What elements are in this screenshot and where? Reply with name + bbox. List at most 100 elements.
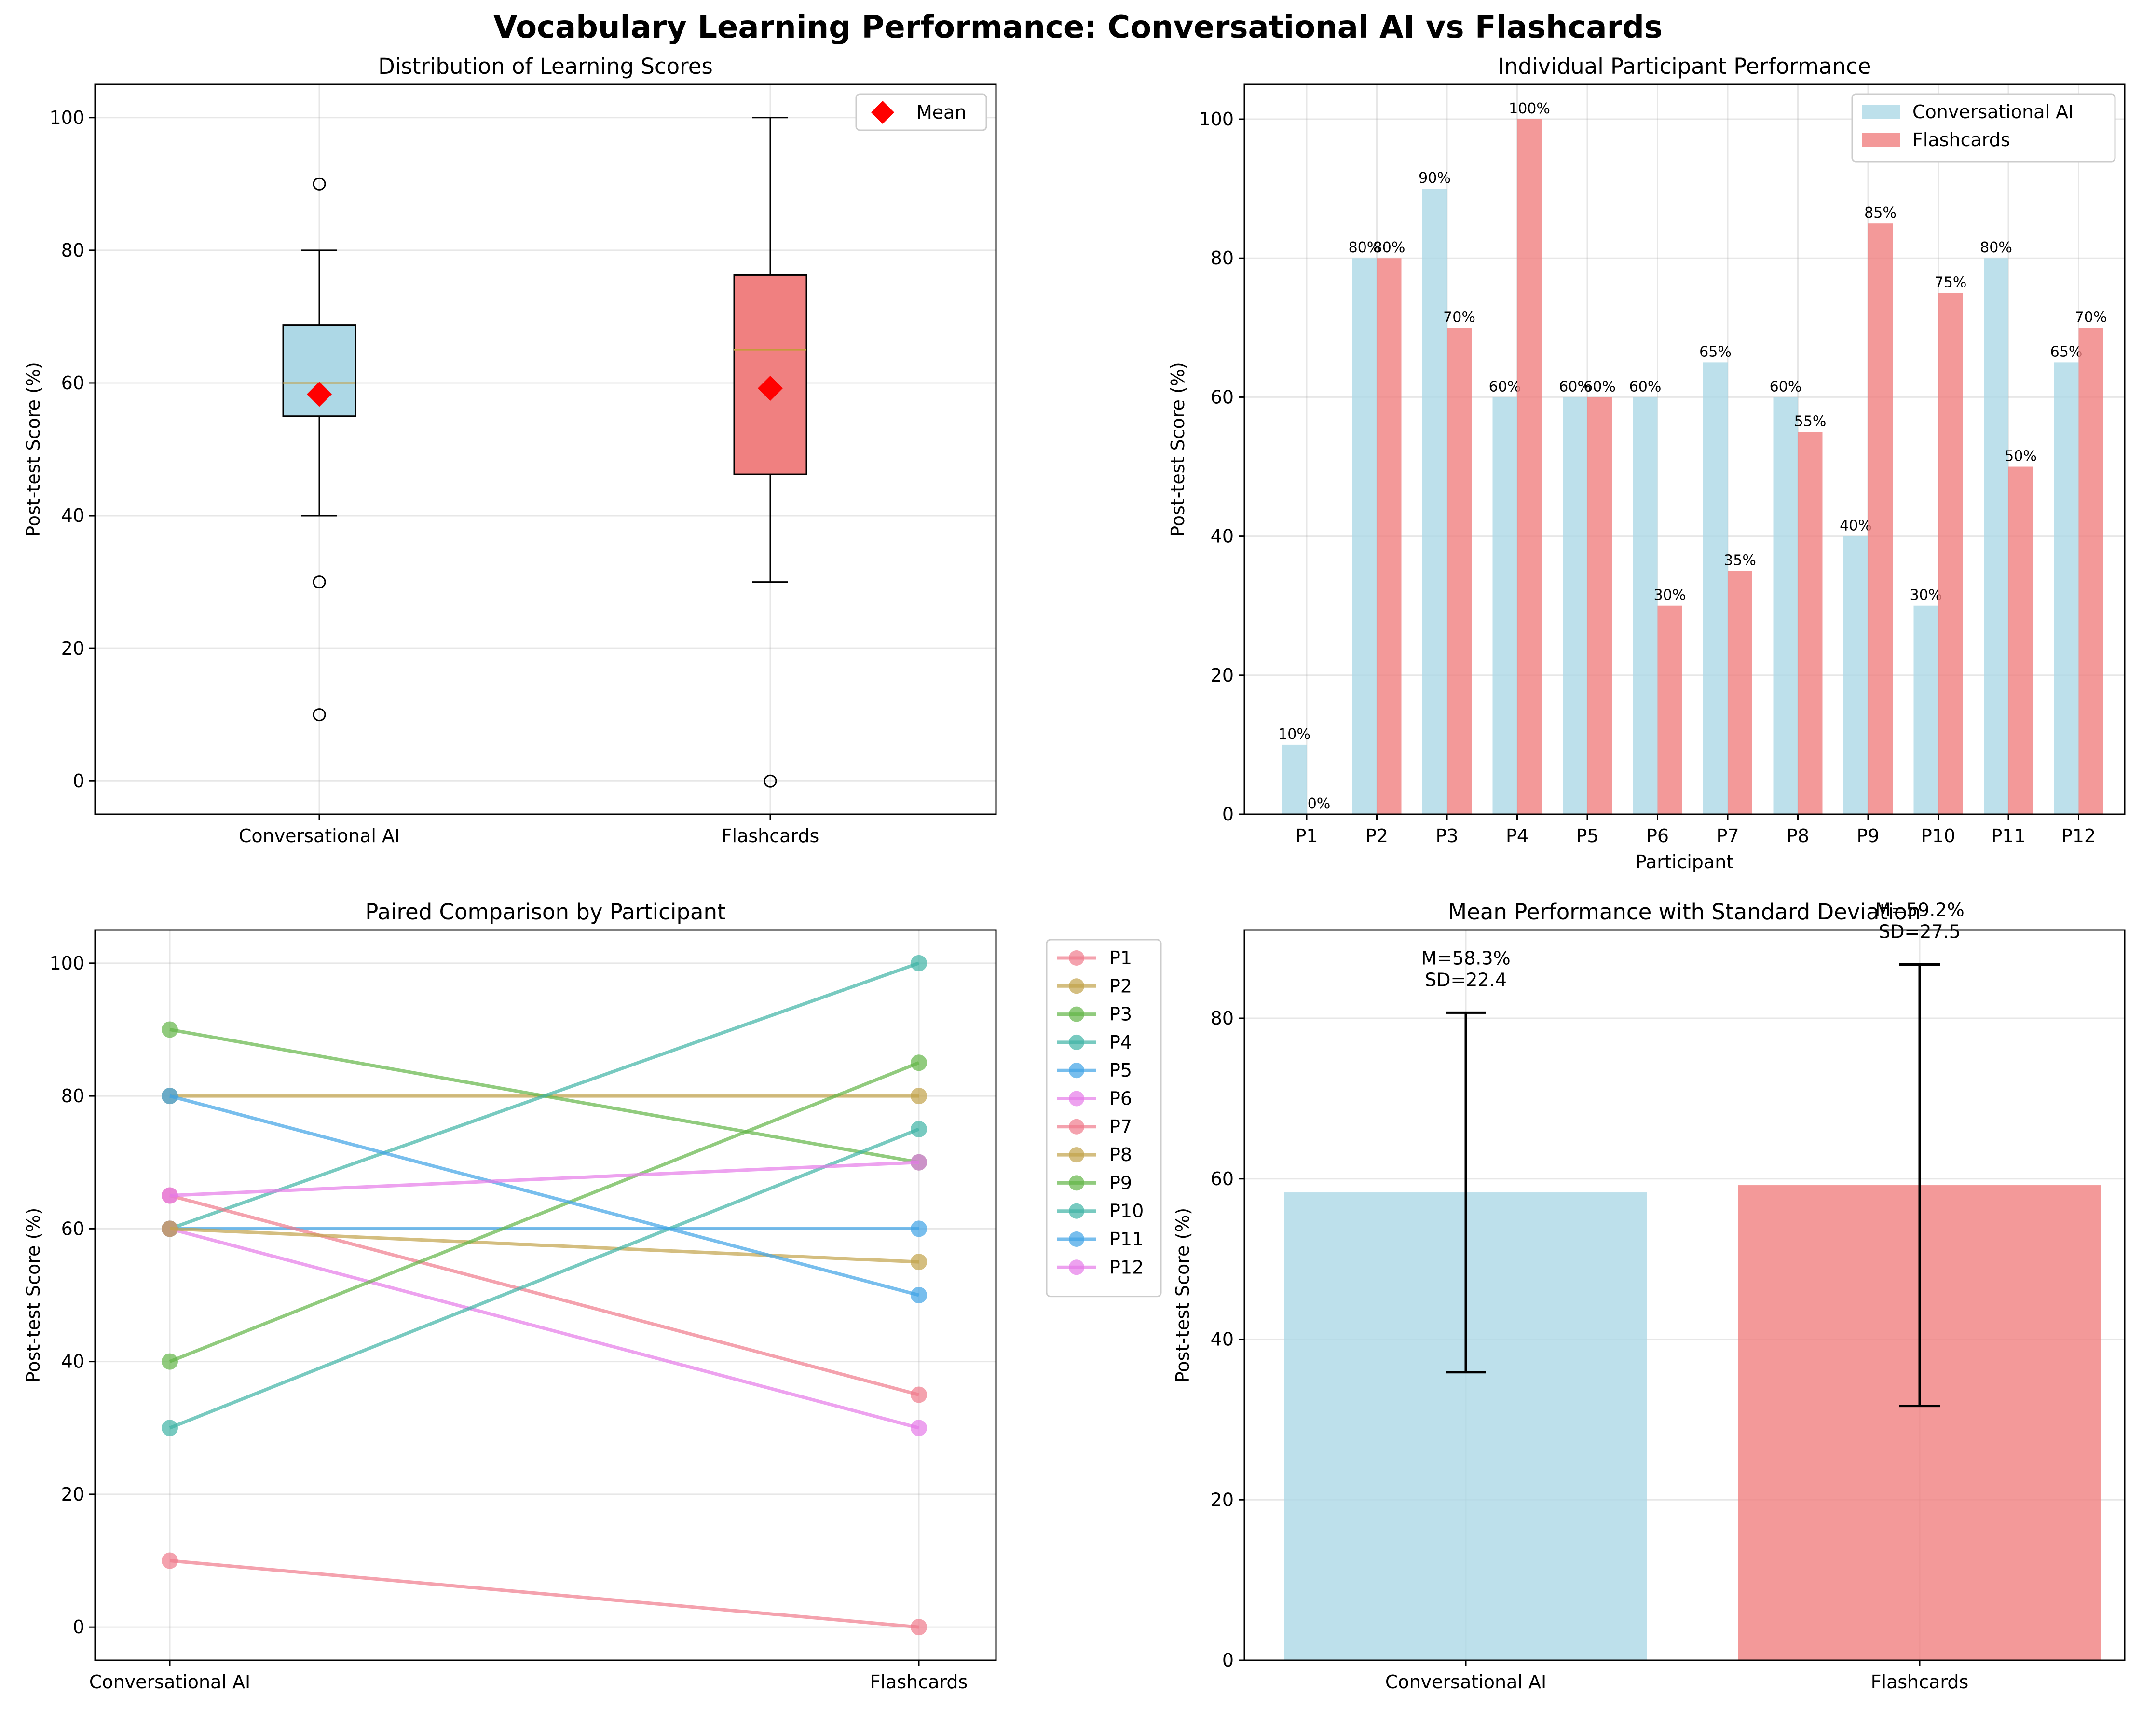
legend-label: P10 xyxy=(1109,1201,1144,1222)
paired-point xyxy=(911,1420,927,1436)
bar-flashcards xyxy=(1728,571,1752,814)
bar-conversational-ai xyxy=(1422,189,1447,815)
x-tick-label: P2 xyxy=(1365,825,1388,847)
legend-marker xyxy=(1069,1203,1084,1219)
paired-point xyxy=(162,1021,178,1038)
box xyxy=(733,274,807,475)
mean-annotation: M=59.2% xyxy=(1875,900,1964,921)
bar-data-label: 10% xyxy=(1278,726,1310,743)
x-tick-label: P7 xyxy=(1716,825,1739,847)
bar-flashcards xyxy=(1657,605,1682,814)
sd-annotation: SD=22.4 xyxy=(1425,969,1507,990)
figure-title: Vocabulary Learning Performance: Convers… xyxy=(493,10,1663,45)
paired-point xyxy=(911,1287,927,1303)
outlier-point xyxy=(313,708,326,722)
legend-marker xyxy=(1069,950,1084,966)
legend-marker xyxy=(1069,1006,1084,1022)
y-tick-label: 80 xyxy=(1211,247,1234,269)
x-tick-label: Conversational AI xyxy=(239,825,400,847)
y-tick-label: 60 xyxy=(1211,1168,1234,1189)
plot-frame xyxy=(1243,83,2126,815)
bar-data-label: 65% xyxy=(2050,343,2083,360)
bar-data-label: 55% xyxy=(1794,413,1827,430)
legend-box xyxy=(1851,93,2116,163)
paired-line xyxy=(169,1094,919,1297)
paired-point xyxy=(911,1121,927,1137)
y-axis-label: Post-test Score (%) xyxy=(23,362,44,537)
outlier-point xyxy=(313,177,326,191)
legend-mean-marker xyxy=(871,101,894,124)
mean-marker xyxy=(307,382,332,407)
bar-data-label: 0% xyxy=(1308,795,1331,812)
legend-label: P7 xyxy=(1109,1116,1132,1137)
panel-paired-comparison: 0 20 40 60 80 100 Conversational AI Flashcards P… xyxy=(23,899,1162,1693)
bar-conversational-ai xyxy=(1913,605,1938,814)
legend-label: Conversational AI xyxy=(1912,101,2074,123)
panel-mean-sd: 0 20 40 60 80 Conversational AI Flashcards Mean… xyxy=(1172,899,2126,1693)
x-tick-label: P6 xyxy=(1646,825,1669,847)
mean-annotation: M=58.3% xyxy=(1421,947,1510,969)
paired-point xyxy=(911,1386,927,1403)
paired-line xyxy=(169,1227,919,1264)
y-tick-label: 40 xyxy=(1211,1329,1234,1350)
paired-point xyxy=(911,1054,927,1071)
plot-frame xyxy=(94,83,997,815)
plot-frame xyxy=(94,929,997,1661)
bar-data-label: 60% xyxy=(1629,378,1662,395)
bar-data-label: 35% xyxy=(1724,552,1756,569)
paired-line xyxy=(169,1061,920,1363)
y-axis-label: Post-test Score (%) xyxy=(23,1208,44,1383)
y-tick-label: 0 xyxy=(73,1616,84,1638)
paired-point xyxy=(162,1420,178,1436)
x-tick-label: Flashcards xyxy=(1871,1671,1969,1693)
bar-data-label: 65% xyxy=(1699,343,1732,360)
legend-box xyxy=(1046,939,1162,1298)
bar-data-label: 75% xyxy=(1935,274,1967,291)
bar-data-label: 80% xyxy=(1373,239,1405,256)
legend-marker xyxy=(1069,1119,1084,1135)
bar-flashcards xyxy=(1868,223,1893,815)
paired-point xyxy=(162,1088,178,1105)
legend-marker xyxy=(1069,1231,1084,1247)
x-tick-label: P1 xyxy=(1295,825,1318,847)
legend-marker xyxy=(1069,1259,1084,1275)
y-tick-label: 60 xyxy=(1211,386,1234,408)
paired-line xyxy=(169,1127,920,1430)
legend-label: P4 xyxy=(1109,1032,1132,1053)
bar-flashcards xyxy=(1517,119,1542,815)
bar-data-label: 30% xyxy=(1654,587,1686,604)
x-axis-label: Participant xyxy=(1636,851,1733,873)
bar-conversational-ai xyxy=(1703,362,1728,814)
legend-label: P1 xyxy=(1109,947,1132,969)
legend-label: P6 xyxy=(1109,1088,1132,1109)
paired-point xyxy=(162,1220,178,1237)
bar-data-label: 70% xyxy=(1443,309,1475,326)
legend-label: Flashcards xyxy=(1912,129,2010,150)
legend-label: P8 xyxy=(1109,1144,1132,1165)
outlier-point xyxy=(764,774,777,788)
paired-point xyxy=(911,955,927,971)
x-tick-label: P10 xyxy=(1921,825,1955,847)
x-tick-label: P9 xyxy=(1856,825,1879,847)
y-axis-label: Post-test Score (%) xyxy=(1172,1208,1193,1383)
bar-data-label: 100% xyxy=(1509,100,1550,117)
outlier-point xyxy=(313,575,326,589)
legend-box xyxy=(855,93,987,131)
bar-data-label: 90% xyxy=(1419,170,1451,187)
panel-title: Individual Participant Performance xyxy=(1498,54,1871,79)
paired-point xyxy=(911,1619,927,1636)
paired-point xyxy=(162,1353,178,1370)
x-tick-label: P4 xyxy=(1506,825,1528,847)
y-tick-label: 60 xyxy=(61,372,84,394)
panel-title: Paired Comparison by Participant xyxy=(365,899,725,925)
paired-point xyxy=(911,1254,927,1271)
bar-flashcards xyxy=(2078,328,2103,814)
legend-label: P11 xyxy=(1109,1229,1144,1250)
paired-line xyxy=(169,1161,919,1198)
legend-label: P5 xyxy=(1109,1060,1132,1081)
y-tick-label: 20 xyxy=(1211,665,1234,686)
bar-conversational-ai xyxy=(1843,536,1868,814)
legend-label: P9 xyxy=(1109,1172,1132,1193)
y-tick-label: 80 xyxy=(61,240,84,261)
